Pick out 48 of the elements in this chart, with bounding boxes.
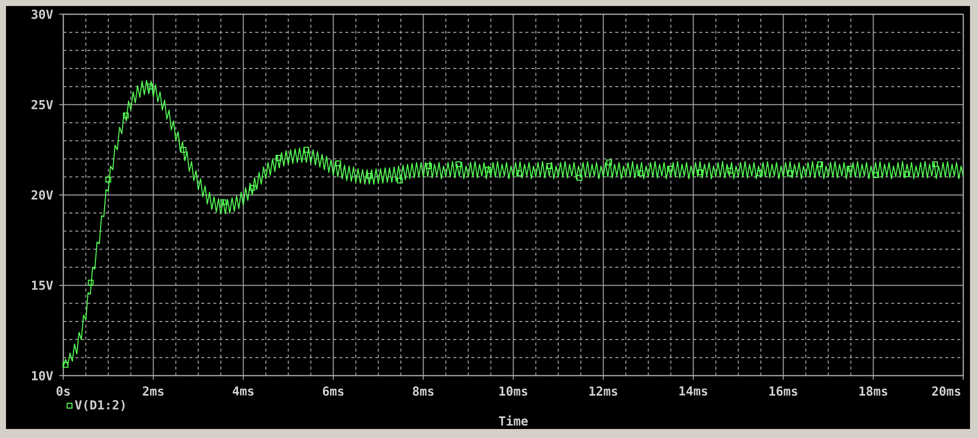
point	[426, 163, 432, 169]
point	[546, 163, 552, 169]
x-tick-label: 12ms	[590, 386, 618, 396]
x-tick-label: 14ms	[680, 386, 708, 396]
point	[846, 166, 852, 172]
point	[727, 168, 734, 174]
x-tick-label: 18ms	[860, 386, 888, 396]
point	[456, 161, 462, 168]
point	[516, 170, 522, 176]
point	[397, 178, 403, 184]
y-tick-label: 25V	[32, 100, 53, 110]
point	[366, 173, 372, 179]
point	[667, 166, 673, 172]
x-tick-label: 16ms	[770, 386, 798, 396]
y-tick-label: 15V	[32, 280, 53, 290]
y-tick-label: 10V	[32, 371, 53, 380]
point	[147, 84, 154, 90]
x-tick-label: 10ms	[500, 386, 528, 396]
x-tick-label: 20ms	[932, 386, 960, 396]
x-tick-label: 2ms	[142, 386, 164, 396]
point	[637, 170, 644, 176]
point	[817, 161, 824, 168]
point	[787, 170, 793, 176]
x-tick-label: 4ms	[232, 386, 254, 396]
point	[249, 184, 256, 191]
x-tick-label: 8ms	[412, 386, 434, 396]
point	[932, 161, 938, 168]
point	[220, 199, 226, 206]
point	[122, 112, 129, 118]
point	[873, 172, 879, 178]
y-tick-label: 30V	[32, 10, 53, 19]
point	[105, 176, 112, 183]
point	[485, 166, 492, 173]
point	[276, 155, 282, 161]
x-tick-label: 0s	[56, 386, 70, 396]
legend-label: V(D1:2)	[75, 400, 125, 412]
point	[903, 171, 910, 178]
point	[180, 146, 186, 153]
point	[757, 170, 763, 176]
point	[88, 280, 94, 286]
point	[303, 146, 310, 153]
point	[576, 174, 582, 181]
x-tick-label: 6ms	[322, 386, 344, 396]
point	[697, 170, 703, 176]
y-tick-label: 20V	[32, 190, 53, 200]
point	[335, 160, 342, 166]
point	[606, 160, 612, 166]
x-axis-title: Time	[498, 415, 528, 426]
